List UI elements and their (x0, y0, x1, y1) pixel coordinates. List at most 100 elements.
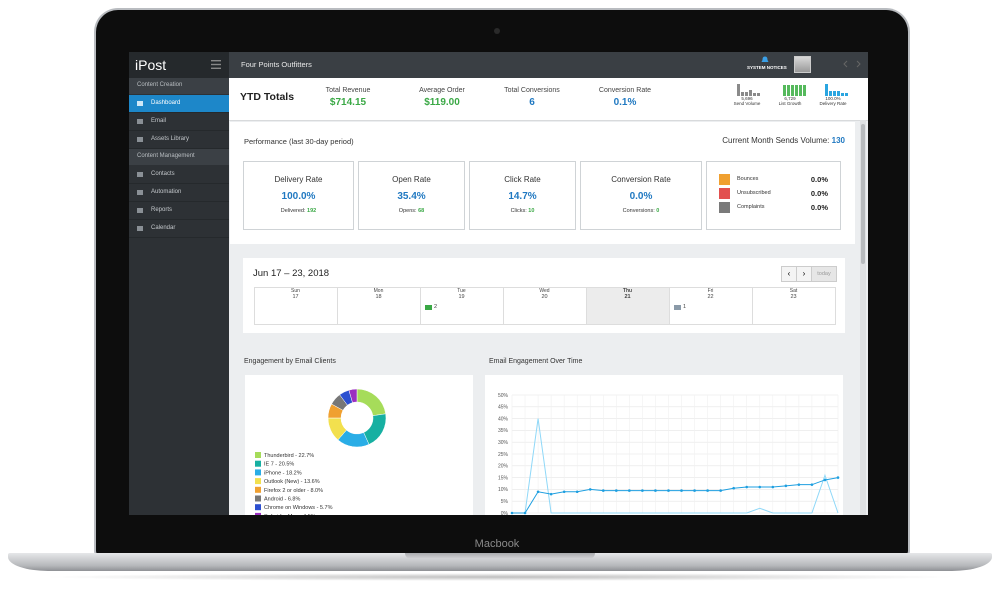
stat-value: 35.4% (397, 191, 426, 202)
cal-day-date: 17 (292, 294, 299, 300)
avatar[interactable] (794, 56, 811, 73)
spark-label: Delivery Rate (819, 101, 847, 106)
issue-swatch (719, 188, 730, 199)
y-tick-label: 40% (498, 416, 509, 422)
stat-sub-label: Delivered: (280, 208, 306, 214)
sends-value: 130 (831, 136, 845, 145)
line-point (719, 489, 722, 492)
menu-icon[interactable] (211, 60, 221, 69)
sidebar-icon (137, 137, 143, 142)
cal-day-cell[interactable] (669, 301, 753, 325)
stat-sub-value: 0 (656, 208, 660, 214)
stat-sub-label: Conversions: (622, 208, 655, 214)
sidebar-label[interactable]: Automation (151, 189, 182, 195)
sidebar-icon (137, 190, 143, 195)
nav-arrows[interactable] (843, 60, 863, 68)
section-title: Email Engagement Over Time (489, 358, 583, 365)
cal-day-cell[interactable] (586, 301, 670, 325)
line-point (628, 489, 631, 492)
sidebar-item[interactable] (129, 113, 229, 131)
cal-day-cell[interactable] (254, 301, 338, 325)
sidebar-item[interactable] (129, 95, 229, 113)
device-label: Macbook (474, 538, 520, 550)
legend-label: Chrome on Windows - 5.7% (264, 505, 333, 511)
metric-value: $714.15 (329, 97, 367, 108)
cal-today[interactable]: today (811, 266, 837, 282)
sidebar-label[interactable]: Dashboard (151, 100, 181, 106)
sidebar-item[interactable] (129, 131, 229, 149)
line-series (512, 418, 839, 514)
charts: Thunderbird - 22.7% IE 7 - 20.5% iPhone - … (255, 388, 840, 515)
line-point (823, 478, 827, 482)
sidebar-item[interactable] (129, 184, 229, 202)
cal-day-cell[interactable] (337, 301, 421, 325)
legend-label: Safari for Mac - 4.5% (264, 514, 316, 515)
spark-label: Send Volume (733, 101, 761, 106)
ytd-title: YTD Totals (240, 91, 295, 103)
issue-label: Unsubscribed (737, 190, 771, 196)
line-point (836, 476, 840, 479)
cal-day-name: Tue (457, 288, 466, 294)
sidebar-label[interactable]: Contacts (151, 171, 175, 177)
y-tick-label: 20% (498, 464, 509, 470)
stat-value: 14.7% (508, 191, 537, 202)
logo[interactable]: iPost (135, 57, 167, 73)
line-point (745, 485, 749, 489)
stat-sub: Delivered: 192 (244, 208, 353, 214)
y-tick-label: 50% (498, 393, 509, 399)
cal-event-count[interactable]: 1 (683, 304, 687, 310)
y-tick-label: 0% (501, 511, 509, 515)
cal-day-cell[interactable] (420, 301, 504, 325)
base-shadow (40, 573, 960, 581)
stat-card: Click Rate 14.7% Clicks: 10 (469, 161, 576, 230)
legend-label: Outlook (New) - 13.6% (264, 479, 320, 485)
cal-next[interactable]: › (796, 266, 812, 282)
metric-label: Total Revenue (325, 87, 371, 94)
sidebar-item[interactable] (129, 166, 229, 184)
sidebar-label[interactable]: Assets Library (151, 136, 190, 142)
cal-event-count[interactable]: 2 (434, 304, 438, 310)
line-point (797, 483, 801, 486)
pie-slice (348, 388, 358, 403)
cal-day-date: 21 (624, 294, 631, 300)
line-point (667, 489, 670, 492)
line-point (641, 489, 644, 492)
sidebar-label[interactable]: Reports (151, 207, 173, 213)
stat-sub: Clicks: 10 (470, 208, 575, 214)
section-title: Engagement by Email Clients (244, 358, 336, 365)
ytd-sparks (737, 84, 848, 96)
sidebar-item[interactable] (129, 202, 229, 220)
y-tick-label: 25% (498, 452, 509, 458)
stat-sub: Opens: 68 (359, 208, 464, 214)
sidebar-section (129, 78, 229, 94)
y-tick-label: 15% (498, 475, 509, 481)
sidebar-item[interactable] (129, 220, 229, 238)
legend-swatch (255, 452, 261, 458)
legend-label: Thunderbird - 22.7% (264, 453, 314, 459)
sidebar-section (129, 149, 229, 165)
stat-title: Open Rate (392, 175, 431, 184)
sidebar-label[interactable]: Email (151, 118, 167, 124)
stat-card: Delivery Rate 100.0% Delivered: 192 (243, 161, 354, 230)
legend-label: Android - 6.8% (264, 497, 300, 503)
line-point (680, 489, 683, 492)
scroll-thumb[interactable] (861, 124, 865, 264)
cal-day-name: Sun (291, 288, 300, 294)
cal-day-date: 19 (458, 294, 465, 300)
stat-sub-value: 68 (418, 208, 425, 214)
issue-swatch (719, 202, 730, 213)
bell-icon[interactable] (761, 56, 769, 64)
line-panel (485, 375, 843, 515)
line-point (615, 489, 618, 492)
system-notices[interactable]: SYSTEM NOTICES (747, 65, 787, 70)
line-point (601, 489, 605, 492)
stat-value: 100.0% (281, 191, 316, 202)
legend-label: iPhone - 18.2% (264, 470, 302, 476)
stat-sub-value: 192 (307, 208, 317, 214)
legend-swatch (255, 469, 261, 476)
issue-label: Bounces (737, 176, 759, 182)
sidebar-icon (137, 172, 143, 177)
cal-day-cell[interactable] (752, 301, 836, 325)
sidebar-label[interactable]: Calendar (151, 225, 176, 231)
